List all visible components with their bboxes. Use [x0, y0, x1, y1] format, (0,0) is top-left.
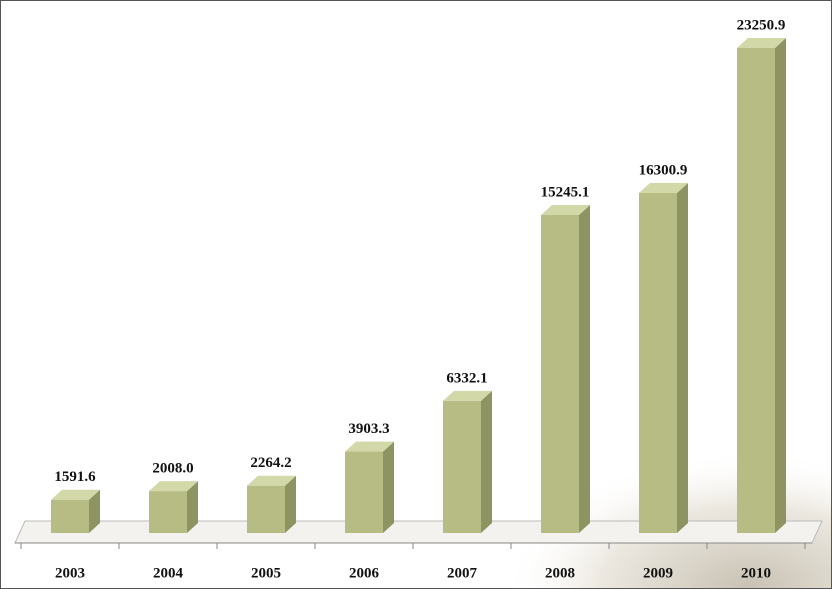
bar — [737, 48, 775, 533]
bar-side — [383, 442, 394, 533]
bar — [345, 452, 383, 533]
value-label: 2264.2 — [250, 455, 291, 471]
value-label: 6332.1 — [446, 370, 487, 386]
x-tick-label: 2010 — [741, 565, 771, 581]
x-tick-label: 2006 — [349, 565, 380, 581]
bar-side — [285, 476, 296, 533]
bar — [639, 193, 677, 533]
bar — [541, 215, 579, 533]
bar — [247, 486, 285, 533]
x-tick-label: 2005 — [251, 565, 281, 581]
page: {"chart_data": {"type": "bar3d", "catego… — [0, 0, 832, 589]
value-label: 1591.6 — [54, 469, 96, 485]
bar-side — [481, 391, 492, 533]
value-label: 15245.1 — [541, 184, 590, 200]
value-label: 2008.0 — [152, 461, 193, 477]
x-tick-label: 2004 — [153, 565, 184, 581]
x-tick-label: 2009 — [643, 565, 673, 581]
floor — [15, 521, 822, 543]
x-tick-label: 2007 — [447, 565, 478, 581]
bar-side — [579, 205, 590, 533]
value-label: 23250.9 — [737, 17, 786, 33]
bar — [51, 500, 89, 533]
value-label: 16300.9 — [639, 162, 688, 178]
bar — [443, 401, 481, 533]
value-label: 3903.3 — [348, 421, 389, 437]
x-tick-label: 2008 — [545, 565, 575, 581]
chart: 1591.6 2003 2008.0 2004 2264.2 2005 3903.3 2006… — [0, 0, 832, 589]
bar-side — [775, 38, 786, 533]
bar — [149, 491, 187, 533]
x-tick-label: 2003 — [55, 565, 85, 581]
bar-side — [677, 183, 688, 533]
